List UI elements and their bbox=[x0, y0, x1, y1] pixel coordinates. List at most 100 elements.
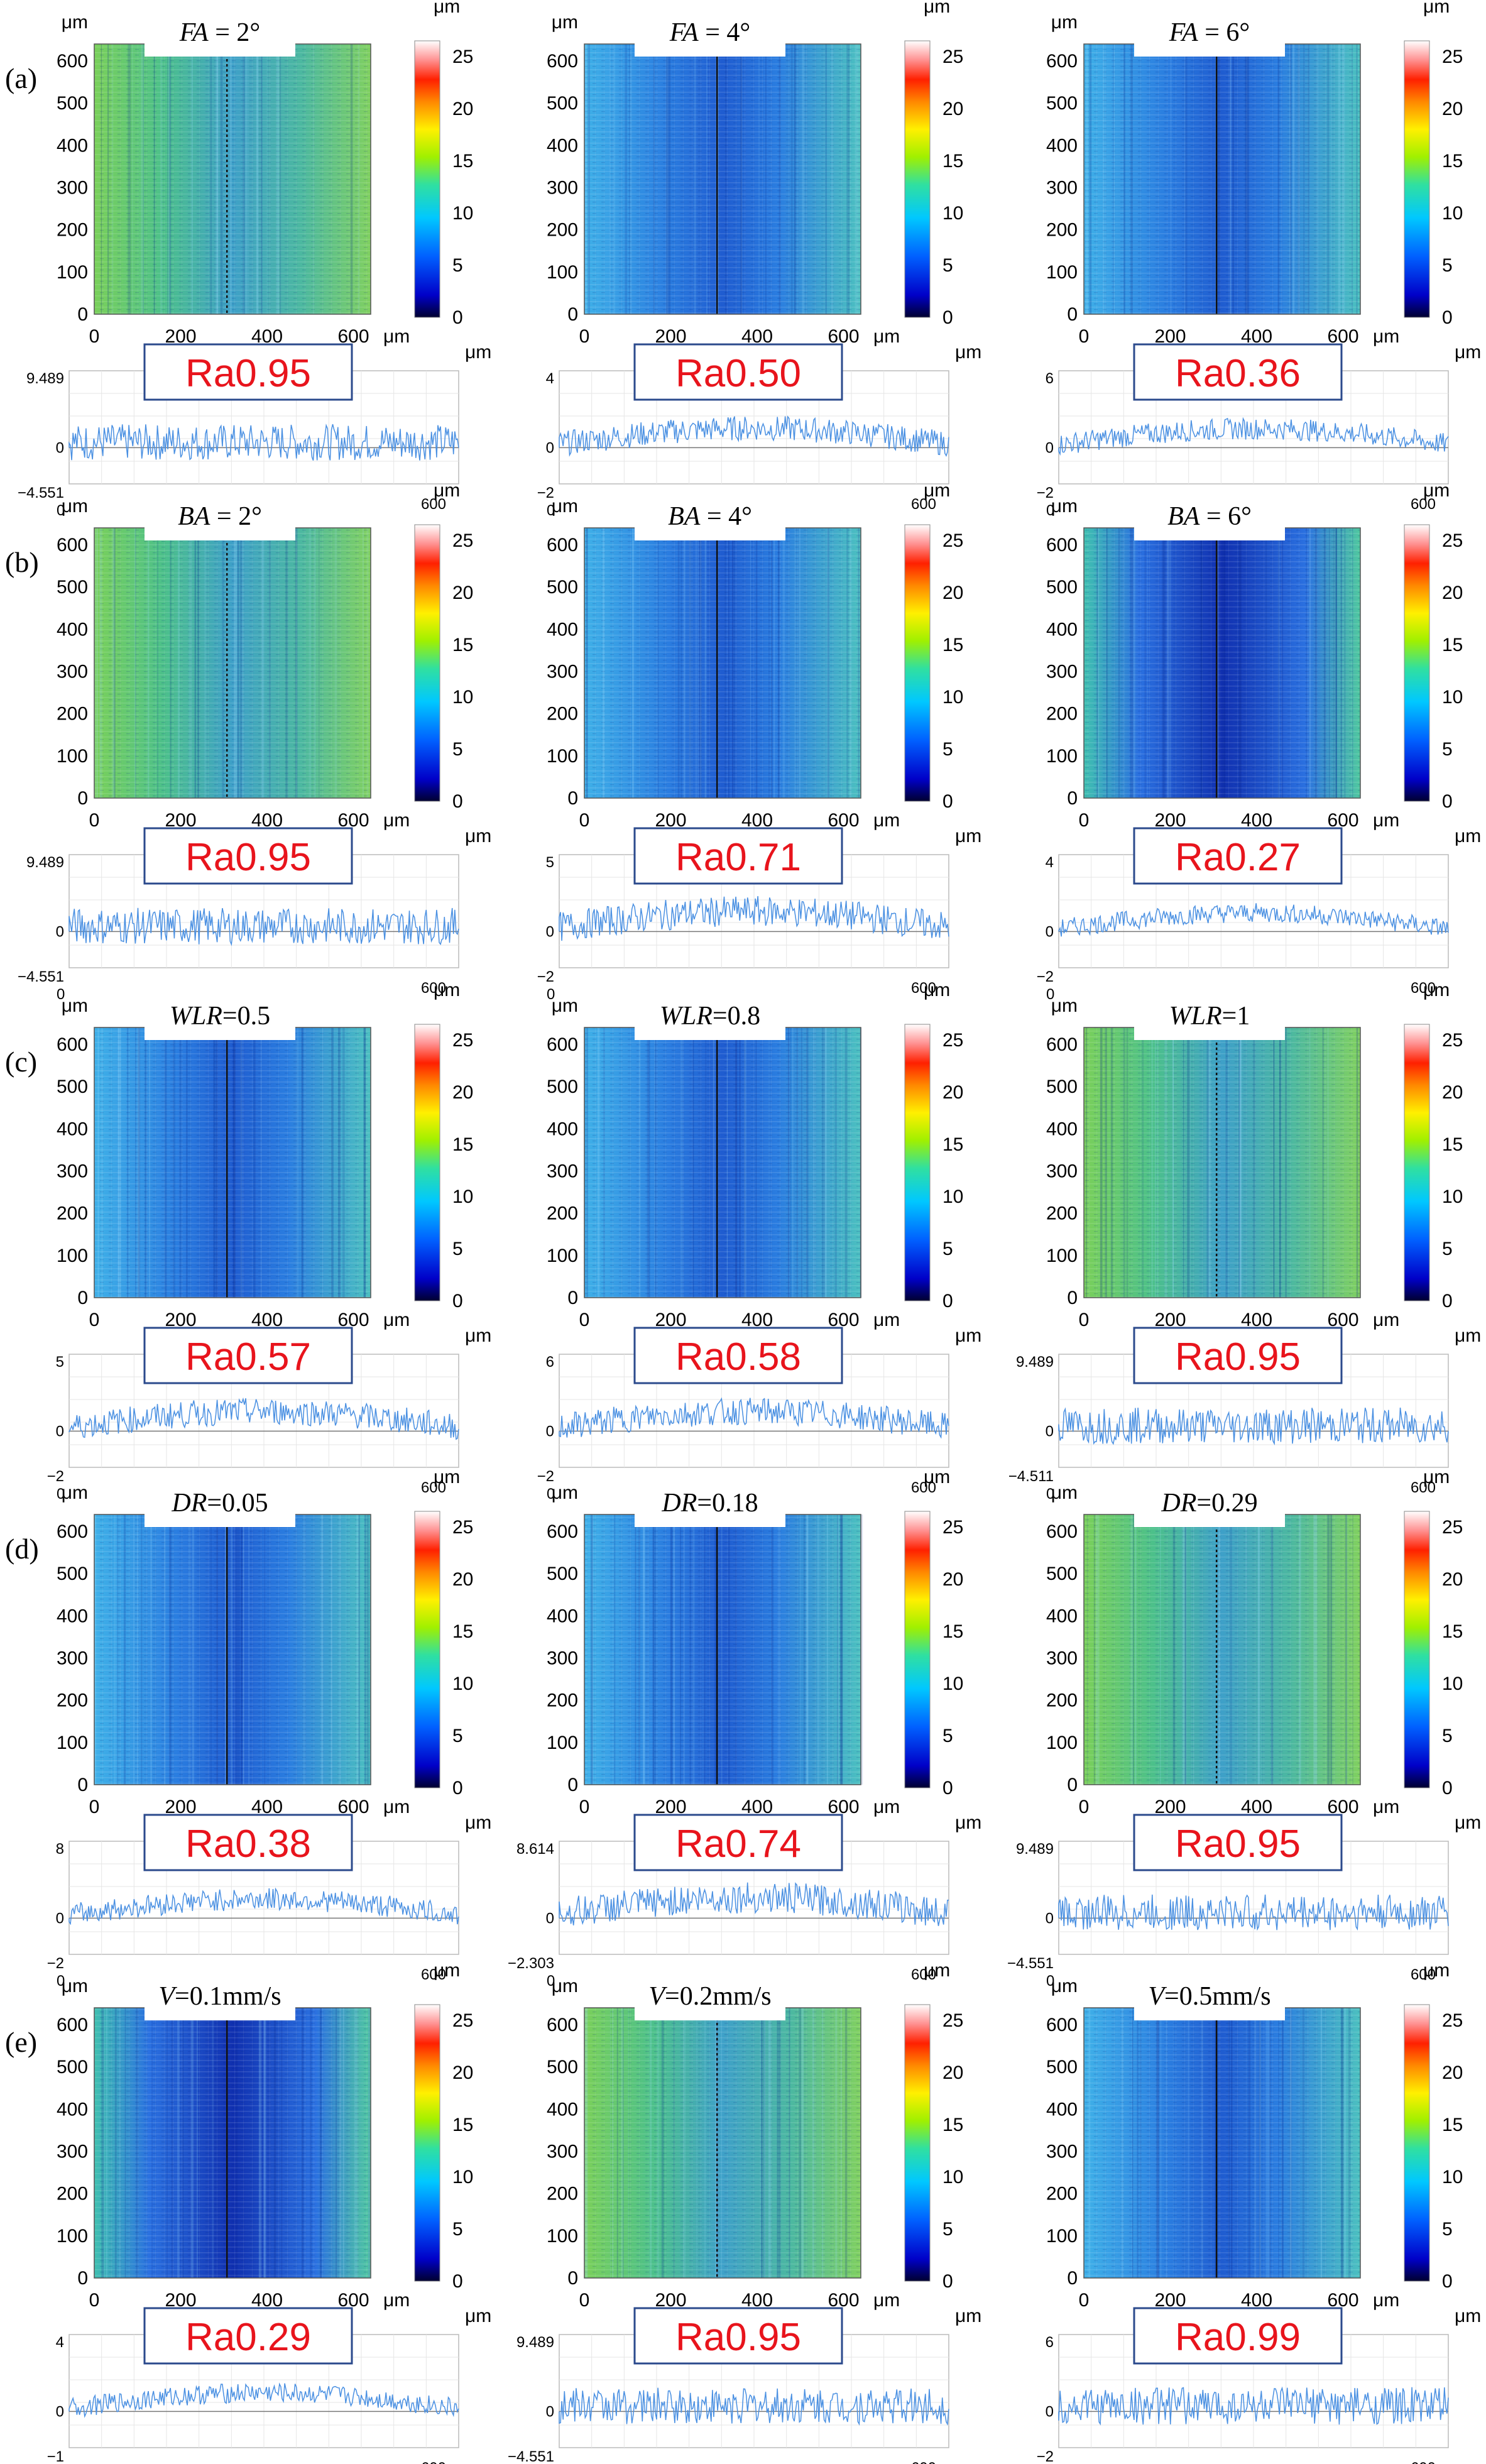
map-streak bbox=[106, 2008, 107, 2278]
map-streak bbox=[123, 1514, 126, 1785]
colorbar-tick: 5 bbox=[1442, 2219, 1453, 2240]
map-streak bbox=[609, 2008, 611, 2278]
roughness-label-box bbox=[1133, 827, 1343, 885]
profile-y-tick: −2 bbox=[1037, 968, 1054, 985]
map-streak bbox=[1335, 528, 1337, 798]
map-streak bbox=[145, 1027, 147, 1298]
map-streak bbox=[782, 528, 785, 798]
param-value: =0.8 bbox=[713, 1002, 760, 1031]
colorbar-unit: μm bbox=[434, 0, 460, 17]
param-value: =0.5 bbox=[222, 1002, 270, 1031]
map-streak bbox=[1303, 44, 1305, 314]
map-streak bbox=[151, 2008, 153, 2278]
roughness-value: Ra0.95 bbox=[675, 2316, 801, 2359]
map-streak bbox=[337, 1027, 341, 1298]
map-streak bbox=[334, 528, 337, 798]
map-streak bbox=[1260, 1514, 1262, 1785]
map-streak bbox=[835, 2008, 838, 2278]
map-y-tick: 500 bbox=[1046, 1563, 1078, 1584]
map-streak bbox=[363, 1027, 366, 1298]
param-name: V bbox=[648, 1982, 667, 2011]
map-streak bbox=[740, 44, 743, 314]
colorbar-tick: 25 bbox=[452, 2010, 473, 2031]
profile-y-tick: 0 bbox=[56, 439, 64, 456]
map-streak bbox=[127, 1027, 129, 1298]
map-streak bbox=[248, 1514, 250, 1785]
map-y-tick: 600 bbox=[547, 1034, 578, 1055]
colorbar-tick: 10 bbox=[942, 2167, 963, 2187]
map-streak bbox=[1098, 528, 1100, 798]
colorbar-tick: 10 bbox=[942, 1186, 963, 1207]
profile-y-tick: 0 bbox=[56, 1423, 64, 1440]
map-streak bbox=[268, 528, 271, 798]
map-streak bbox=[855, 44, 857, 314]
map-streak bbox=[840, 2008, 842, 2278]
map-streak bbox=[1184, 1514, 1188, 1785]
map-streak bbox=[591, 1514, 594, 1785]
colorbar-unit: μm bbox=[434, 980, 460, 1000]
map-y-tick: 600 bbox=[547, 51, 578, 72]
map-y-tick: 600 bbox=[57, 2015, 88, 2035]
map-streak bbox=[1327, 1027, 1329, 1298]
map-streak bbox=[689, 528, 692, 798]
map-streak bbox=[368, 2008, 370, 2278]
map-streak bbox=[1345, 1514, 1348, 1785]
colorbar-tick: 5 bbox=[452, 1239, 463, 1259]
map-streak bbox=[178, 528, 180, 798]
map-streak bbox=[239, 528, 243, 798]
map-y-tick: 100 bbox=[547, 746, 578, 767]
map-streak bbox=[1328, 1514, 1331, 1785]
param-name: WLR bbox=[1169, 1002, 1222, 1031]
colorbar-tick: 25 bbox=[452, 1030, 473, 1051]
map-x-unit: μm bbox=[383, 2290, 410, 2311]
map-streak bbox=[94, 528, 96, 798]
map-streak bbox=[263, 2008, 266, 2278]
map-x-unit: μm bbox=[873, 810, 900, 831]
roughness-value: Ra0.95 bbox=[185, 836, 311, 879]
map-streak bbox=[1356, 1027, 1358, 1298]
map-streak bbox=[792, 1027, 794, 1298]
map-streak bbox=[831, 44, 833, 314]
colorbar-tick: 10 bbox=[452, 1186, 473, 1207]
map-streak bbox=[331, 1027, 334, 1298]
map-streak bbox=[170, 528, 172, 798]
profile-unit: μm bbox=[1455, 1325, 1481, 1346]
map-streak bbox=[1348, 2008, 1351, 2278]
param-label: V=0.5mm/s bbox=[1148, 1982, 1270, 2011]
map-streak bbox=[603, 1027, 605, 1298]
map-streak bbox=[138, 1027, 140, 1298]
param-name: BA bbox=[668, 502, 701, 531]
profile-y-tick: 5 bbox=[56, 1354, 64, 1371]
roughness-value: Ra0.74 bbox=[675, 1822, 801, 1866]
colorbar-tick: 10 bbox=[1442, 1186, 1463, 1207]
map-streak bbox=[1184, 44, 1186, 314]
map-streak bbox=[1335, 528, 1337, 798]
map-streak bbox=[194, 528, 197, 798]
map-streak bbox=[684, 2008, 686, 2278]
map-streak bbox=[700, 528, 701, 798]
param-label: DR=0.29 bbox=[1161, 1489, 1257, 1518]
colorbar-tick: 5 bbox=[452, 255, 463, 276]
map-streak bbox=[587, 44, 590, 314]
height-map-texture bbox=[1084, 528, 1360, 798]
map-streak bbox=[1159, 1514, 1161, 1785]
map-streak bbox=[1240, 1027, 1242, 1298]
map-x-tick: 0 bbox=[1079, 1797, 1090, 1817]
colorbar-tick: 15 bbox=[942, 635, 963, 655]
map-streak bbox=[113, 528, 116, 798]
param-value: =1 bbox=[1222, 1002, 1250, 1031]
map-streak bbox=[197, 528, 200, 798]
map-y-tick: 500 bbox=[57, 93, 88, 114]
map-streak bbox=[124, 2008, 126, 2278]
colorbar-tick: 0 bbox=[452, 2271, 463, 2292]
map-streak bbox=[192, 1514, 195, 1785]
profile-y-tick: 0 bbox=[56, 2403, 64, 2420]
map-streak bbox=[735, 1027, 738, 1298]
map-streak bbox=[653, 44, 655, 314]
colorbar-tick: 20 bbox=[452, 99, 473, 119]
colorbar-tick: 25 bbox=[942, 1517, 963, 1538]
map-streak bbox=[312, 44, 314, 314]
